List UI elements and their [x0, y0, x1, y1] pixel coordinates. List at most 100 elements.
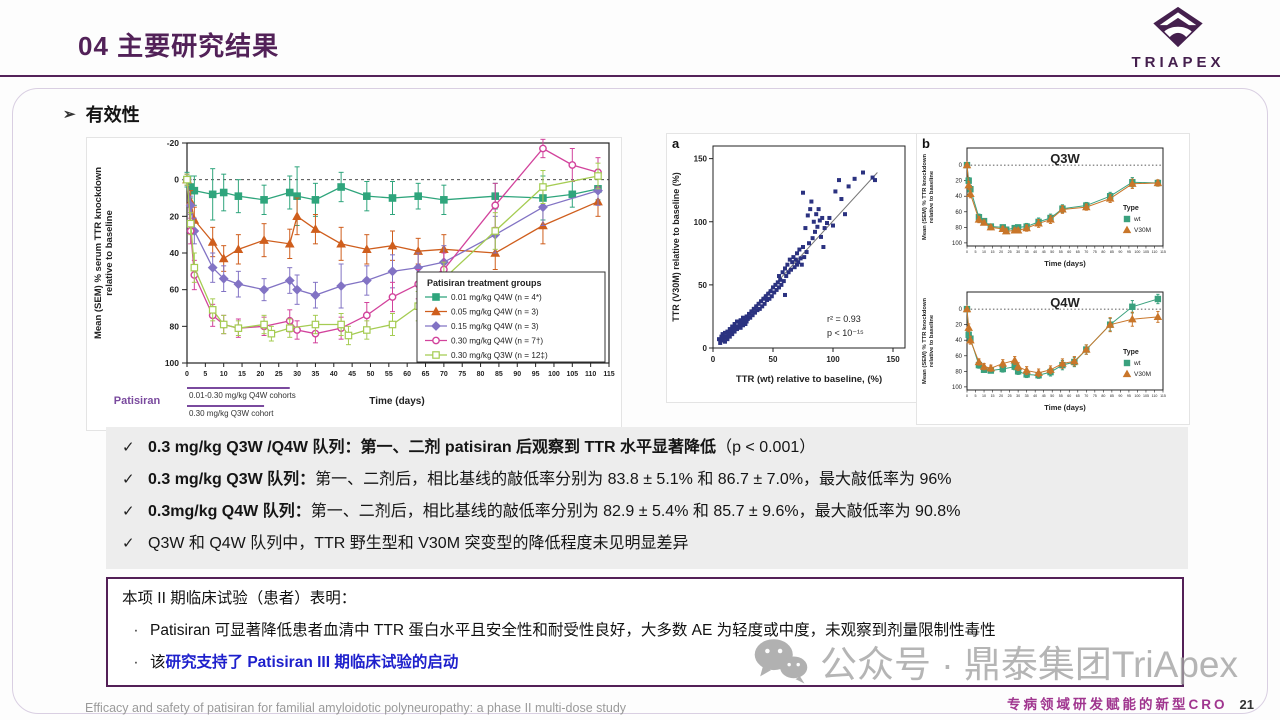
svg-text:45: 45 — [1042, 394, 1046, 398]
svg-text:45: 45 — [348, 371, 356, 378]
svg-text:105: 105 — [1143, 250, 1149, 254]
svg-text:95: 95 — [532, 371, 540, 378]
content-panel: ➢ 有效性 -20 0 20 40 60 80 100 0 5 10 15 20 25 30 35 40 45 5… — [12, 88, 1268, 714]
finding-item: ✓ 0.3 mg/kg Q3W 队列：第一、二剂后，相比基线的敲低率分别为 83… — [122, 469, 1176, 491]
svg-text:80: 80 — [1101, 250, 1105, 254]
footer-right: 专病领域研发赋能的新型CRO 21 — [1007, 693, 1254, 713]
svg-text:85: 85 — [1110, 250, 1114, 254]
svg-text:15: 15 — [238, 371, 246, 378]
header-divider — [0, 75, 1280, 77]
svg-text:85: 85 — [495, 371, 503, 378]
svg-text:50: 50 — [1050, 250, 1054, 254]
svg-text:25: 25 — [275, 371, 283, 378]
svg-text:0: 0 — [703, 344, 708, 353]
svg-text:0: 0 — [959, 307, 963, 313]
svg-text:110: 110 — [1152, 250, 1158, 254]
conclusion-highlight: 研究支持了 Patisiran III 期临床试验的启动 — [165, 654, 459, 671]
svg-text:25: 25 — [1008, 250, 1012, 254]
svg-text:90: 90 — [1118, 394, 1122, 398]
svg-text:Q4W: Q4W — [1050, 295, 1080, 310]
svg-text:105: 105 — [1143, 394, 1149, 398]
section-heading: ➢ 有效性 — [63, 101, 140, 127]
svg-text:0.30 mg/kg Q3W cohort: 0.30 mg/kg Q3W cohort — [189, 409, 274, 418]
svg-text:0: 0 — [966, 394, 968, 398]
svg-text:90: 90 — [513, 371, 521, 378]
svg-text:75: 75 — [1093, 394, 1097, 398]
svg-text:40: 40 — [1033, 250, 1037, 254]
conclusion-title: 本项 II 期临床试验（患者）表明： — [122, 590, 357, 607]
svg-text:115: 115 — [1160, 394, 1166, 398]
wechat-icon — [754, 639, 808, 684]
check-icon: ✓ — [122, 535, 135, 552]
svg-text:80: 80 — [170, 321, 180, 331]
finding-item: ✓ Q3W 和 Q4W 队列中，TTR 野生型和 V30M 突变型的降低程度未见… — [122, 533, 1176, 555]
svg-text:100: 100 — [952, 385, 963, 391]
svg-text:40: 40 — [170, 248, 180, 258]
svg-text:45: 45 — [1042, 250, 1046, 254]
svg-text:10: 10 — [982, 394, 986, 398]
svg-text:100: 100 — [694, 218, 708, 227]
svg-text:100: 100 — [548, 371, 560, 378]
check-icon: ✓ — [122, 439, 135, 456]
svg-text:110: 110 — [585, 371, 596, 378]
svg-text:100: 100 — [165, 358, 179, 368]
svg-text:60: 60 — [1067, 250, 1071, 254]
triapex-logo-icon — [1153, 6, 1203, 48]
svg-text:35: 35 — [1025, 250, 1029, 254]
footer-tagline: 专病领域研发赋能的新型CRO — [1007, 697, 1228, 712]
svg-text:80: 80 — [955, 369, 962, 375]
svg-text:V30M: V30M — [1134, 371, 1151, 378]
svg-text:100: 100 — [952, 241, 963, 247]
triapex-logo: TRIAPEX — [1120, 6, 1236, 71]
svg-text:90: 90 — [1118, 250, 1122, 254]
svg-text:relative to baseline: relative to baseline — [929, 170, 935, 223]
figure-q3w-q4w: b Q3W 0 20 40 60 80 100 0 5 10 15 20 25 30 35 40 45 50 55 6… — [916, 133, 1190, 425]
conclusion-item: · 该研究支持了 Patisiran III 期临床试验的启动 — [122, 652, 1168, 673]
finding-text: 0.3 mg/kg Q3W /Q4W 队列：第一、二剂 patisiran 后观… — [148, 439, 816, 456]
svg-text:relative to baseline: relative to baseline — [929, 314, 935, 367]
svg-text:0.30 mg/kg Q4W (n = 7†): 0.30 mg/kg Q4W (n = 7†) — [451, 337, 543, 346]
svg-text:65: 65 — [422, 371, 430, 378]
section-title: 有效性 — [85, 105, 140, 125]
svg-text:Mean (SEM) % TTR knockdown: Mean (SEM) % TTR knockdown — [922, 298, 928, 384]
finding-text: Q3W 和 Q4W 队列中，TTR 野生型和 V30M 突变型的降低程度未见明显… — [148, 535, 689, 552]
page-title: 04 主要研究结果 — [78, 31, 280, 61]
svg-text:80: 80 — [955, 225, 962, 231]
svg-text:100: 100 — [1134, 250, 1140, 254]
svg-text:55: 55 — [1059, 250, 1063, 254]
svg-text:20: 20 — [170, 211, 180, 221]
check-icon: ✓ — [122, 471, 135, 488]
svg-text:30: 30 — [1016, 394, 1020, 398]
svg-text:40: 40 — [955, 194, 962, 200]
svg-text:150: 150 — [694, 155, 708, 164]
svg-text:15: 15 — [991, 394, 995, 398]
svg-text:5: 5 — [203, 371, 207, 378]
svg-text:30: 30 — [1016, 250, 1020, 254]
svg-text:55: 55 — [385, 371, 393, 378]
svg-text:40: 40 — [955, 338, 962, 344]
conclusion-item-text: Patisiran 可显著降低患者血清中 TTR 蛋白水平且安全性和耐受性良好，… — [150, 622, 996, 639]
svg-text:wt: wt — [1133, 360, 1141, 367]
svg-text:100: 100 — [826, 355, 840, 364]
svg-text:0: 0 — [711, 355, 716, 364]
finding-item: ✓ 0.3 mg/kg Q3W /Q4W 队列：第一、二剂 patisiran … — [122, 437, 1176, 459]
svg-text:0.05 mg/kg Q4W (n = 3): 0.05 mg/kg Q4W (n = 3) — [451, 308, 539, 317]
svg-text:15: 15 — [991, 250, 995, 254]
svg-text:TTR (V30M) relative to baselin: TTR (V30M) relative to baseline (%) — [671, 172, 681, 322]
svg-text:65: 65 — [1076, 250, 1080, 254]
figure-ttr-knockdown: -20 0 20 40 60 80 100 0 5 10 15 20 25 30 35 40 45 50 55 60 6… — [86, 137, 622, 431]
figure-scatter-wt-v30m: a 0 0 50 50 100 100 150 150 r² = 0.93 p < 10⁻¹⁵ TT… — [666, 133, 918, 403]
svg-text:30: 30 — [293, 371, 301, 378]
source-citation: Efficacy and safety of patisiran for fam… — [85, 701, 627, 715]
svg-text:50: 50 — [698, 281, 707, 290]
panel-a-label: a — [672, 136, 680, 151]
svg-text:r² = 0.93: r² = 0.93 — [827, 314, 861, 324]
svg-text:60: 60 — [1067, 394, 1071, 398]
svg-text:75: 75 — [1093, 250, 1097, 254]
svg-text:35: 35 — [1025, 394, 1029, 398]
svg-text:115: 115 — [1160, 250, 1166, 254]
svg-text:5: 5 — [975, 250, 977, 254]
